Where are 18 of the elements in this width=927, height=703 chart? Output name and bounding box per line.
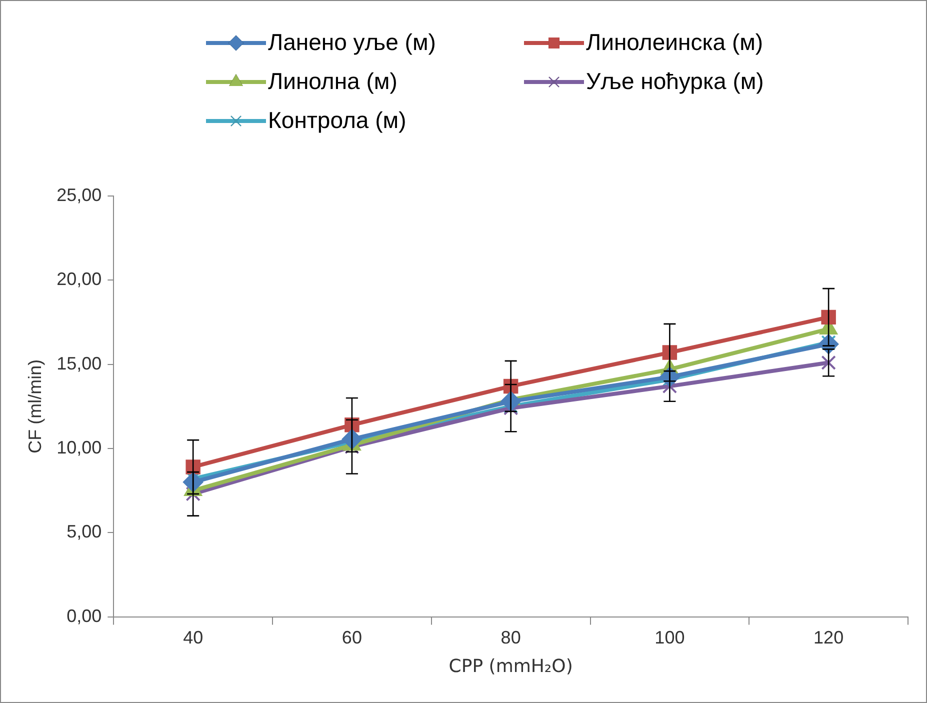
y-tick-label: 10,00 — [56, 437, 102, 458]
x-tick-label: 80 — [500, 628, 521, 648]
y-tick-label: 25,00 — [56, 184, 102, 205]
legend-label: Линолеинска (м) — [586, 29, 764, 56]
x-tick-label: 60 — [342, 628, 362, 648]
legend-label: Контрола (м) — [268, 107, 406, 134]
legend-label: Ланено уље (м) — [268, 29, 436, 56]
y-axis-title: CF (ml/min) — [24, 359, 45, 454]
y-tick-label: 0,00 — [66, 606, 102, 626]
legend-label: Линолна (м) — [268, 68, 398, 95]
y-tick-label: 20,00 — [56, 269, 102, 290]
x-tick-label: 120 — [814, 628, 844, 648]
x-tick-label: 40 — [183, 628, 204, 648]
legend-label: Уље ноћурка (м) — [586, 68, 764, 95]
x-axis-title: CPP (mmH₂O) — [448, 656, 573, 677]
x-tick-label: 100 — [654, 628, 685, 648]
y-tick-label: 5,00 — [66, 522, 102, 542]
y-tick-label: 15,00 — [56, 353, 102, 374]
